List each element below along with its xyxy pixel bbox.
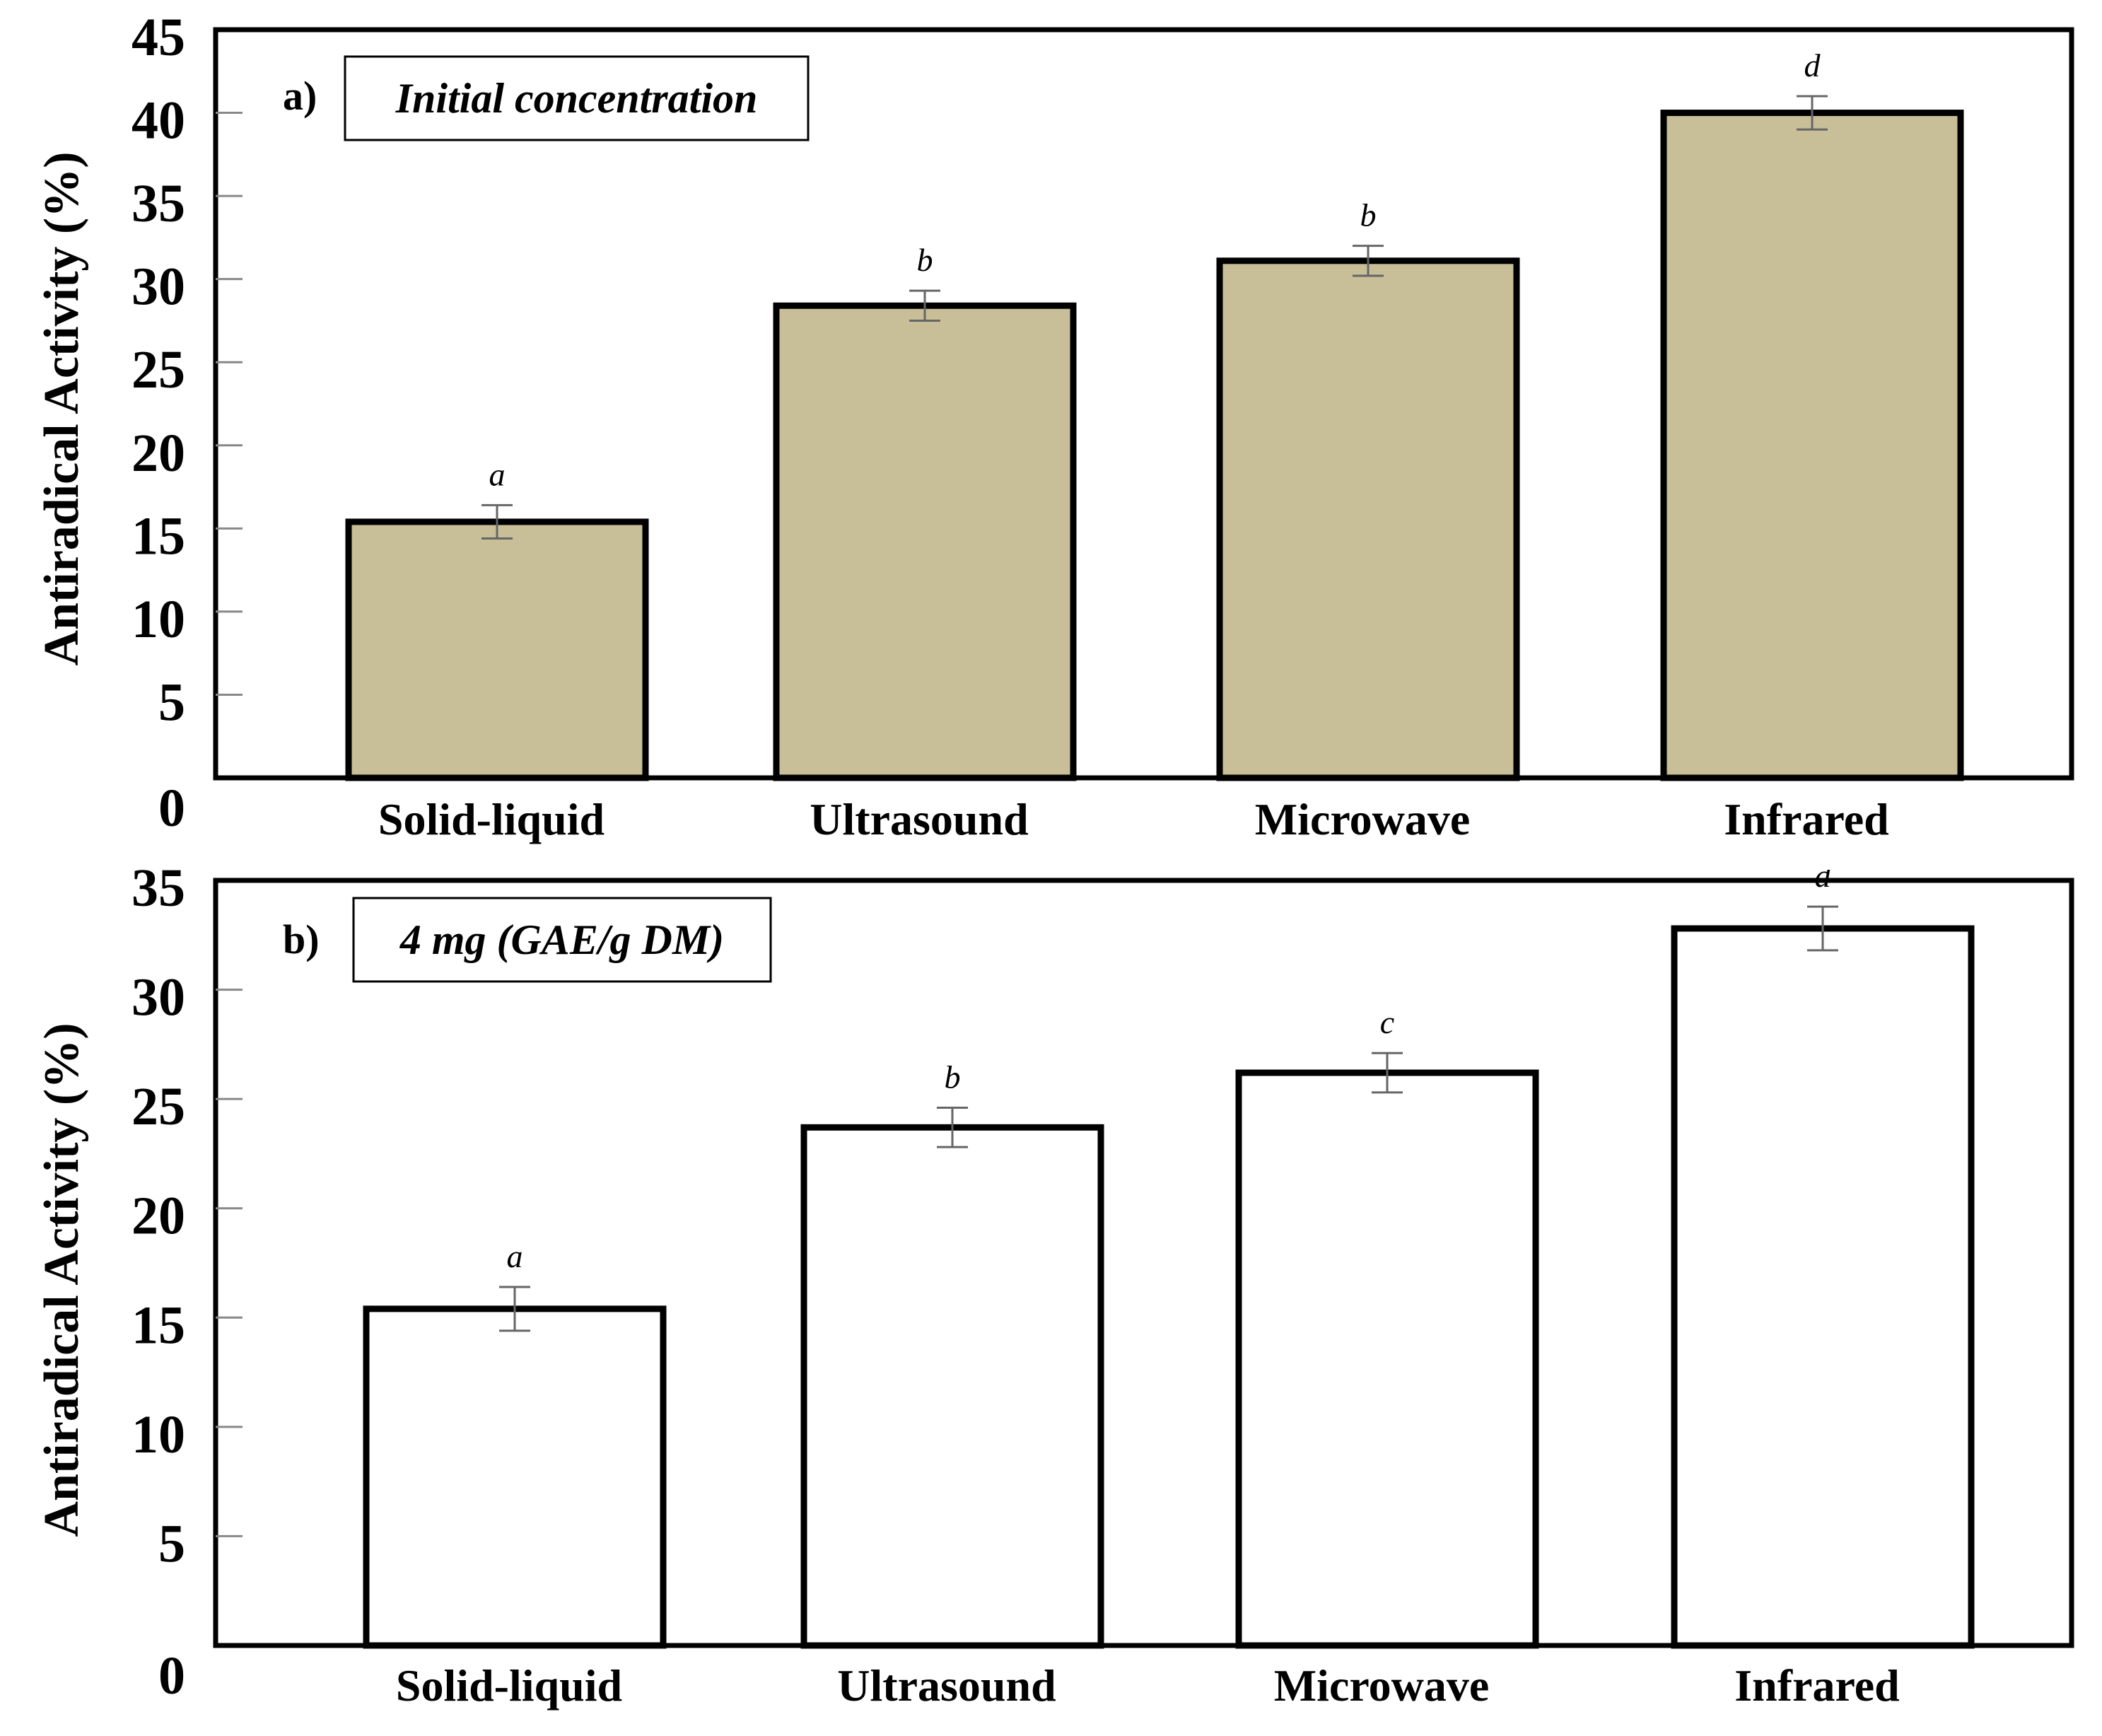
x-category-label: Microwave	[1274, 1660, 1489, 1711]
x-category-label: Ultrasound	[810, 794, 1028, 844]
y-tick-label: 25	[132, 1077, 185, 1136]
y-tick-label: 30	[132, 968, 185, 1027]
x-category-label: Solid-liquid	[396, 1660, 622, 1711]
bar-solid-liquid	[345, 518, 649, 781]
bar-microwave	[1216, 257, 1520, 781]
y-tick-label: 5	[158, 1514, 185, 1573]
y-tick-label: 20	[132, 1187, 185, 1246]
y-axis-title: Antiradical Activity (%)	[35, 1023, 89, 1537]
bar-infrared	[1671, 925, 1975, 1649]
y-tick-label: 20	[132, 424, 185, 483]
x-category-label: Ultrasound	[837, 1660, 1056, 1711]
annotation-text: 4 mg (GAE/g DM)	[399, 916, 724, 963]
y-tick-label: 45	[132, 8, 185, 67]
significance-letter: a	[507, 1238, 523, 1274]
y-tick-label: 30	[132, 257, 185, 317]
error-bar	[937, 1107, 968, 1148]
y-axis-title: Antiradical Activity (%)	[35, 151, 89, 665]
bar-ultrasound	[800, 1124, 1104, 1649]
error-bar	[1353, 245, 1384, 277]
bar-infrared	[1660, 110, 1964, 781]
chart-panel-a: a b b d 0 5 10 15 20 25 30 35 40 45 Solid-liquid Ultras…	[35, 8, 2074, 844]
y-tick-label: 10	[132, 590, 185, 649]
y-tick-label: 15	[132, 506, 185, 566]
significance-letter: a	[489, 456, 506, 492]
bar-microwave	[1235, 1069, 1539, 1649]
bar-ultrasound	[773, 302, 1077, 781]
significance-letter: b	[1360, 197, 1377, 233]
error-bar	[1797, 95, 1828, 131]
x-category-label: Infrared	[1734, 1660, 1899, 1711]
x-category-label: Solid-liquid	[378, 794, 605, 844]
y-tick-label: 15	[132, 1295, 185, 1355]
y-tick-label: 0	[158, 779, 185, 838]
error-bar	[499, 1286, 530, 1332]
annotation-box	[344, 55, 810, 141]
x-category-label: Infrared	[1724, 794, 1888, 844]
error-bar	[481, 503, 513, 540]
plot-frame	[213, 27, 2074, 781]
y-tick-label: 5	[158, 672, 185, 732]
x-category-label: Microwave	[1255, 794, 1470, 844]
significance-letter: d	[1804, 47, 1821, 83]
significance-letter: b	[917, 242, 933, 278]
plot-frame	[213, 878, 2074, 1648]
significance-letter: c	[1380, 1004, 1394, 1040]
y-tick-label: 10	[132, 1405, 185, 1464]
y-tick-label: 0	[158, 1646, 185, 1706]
significance-letter: b	[945, 1059, 961, 1095]
bar-solid-liquid	[363, 1305, 667, 1649]
error-bar	[1807, 905, 1838, 952]
y-tick-label: 35	[132, 870, 185, 918]
error-bar	[909, 289, 940, 322]
y-tick-label: 40	[132, 91, 185, 151]
panel-label: a)	[283, 73, 317, 119]
annotation-text: Initial concentration	[395, 75, 758, 122]
error-bar	[1372, 1051, 1403, 1094]
y-tick-label: 35	[132, 174, 185, 233]
y-tick-label: 25	[132, 340, 185, 400]
panel-label: b)	[283, 916, 320, 962]
annotation-box	[352, 897, 772, 983]
